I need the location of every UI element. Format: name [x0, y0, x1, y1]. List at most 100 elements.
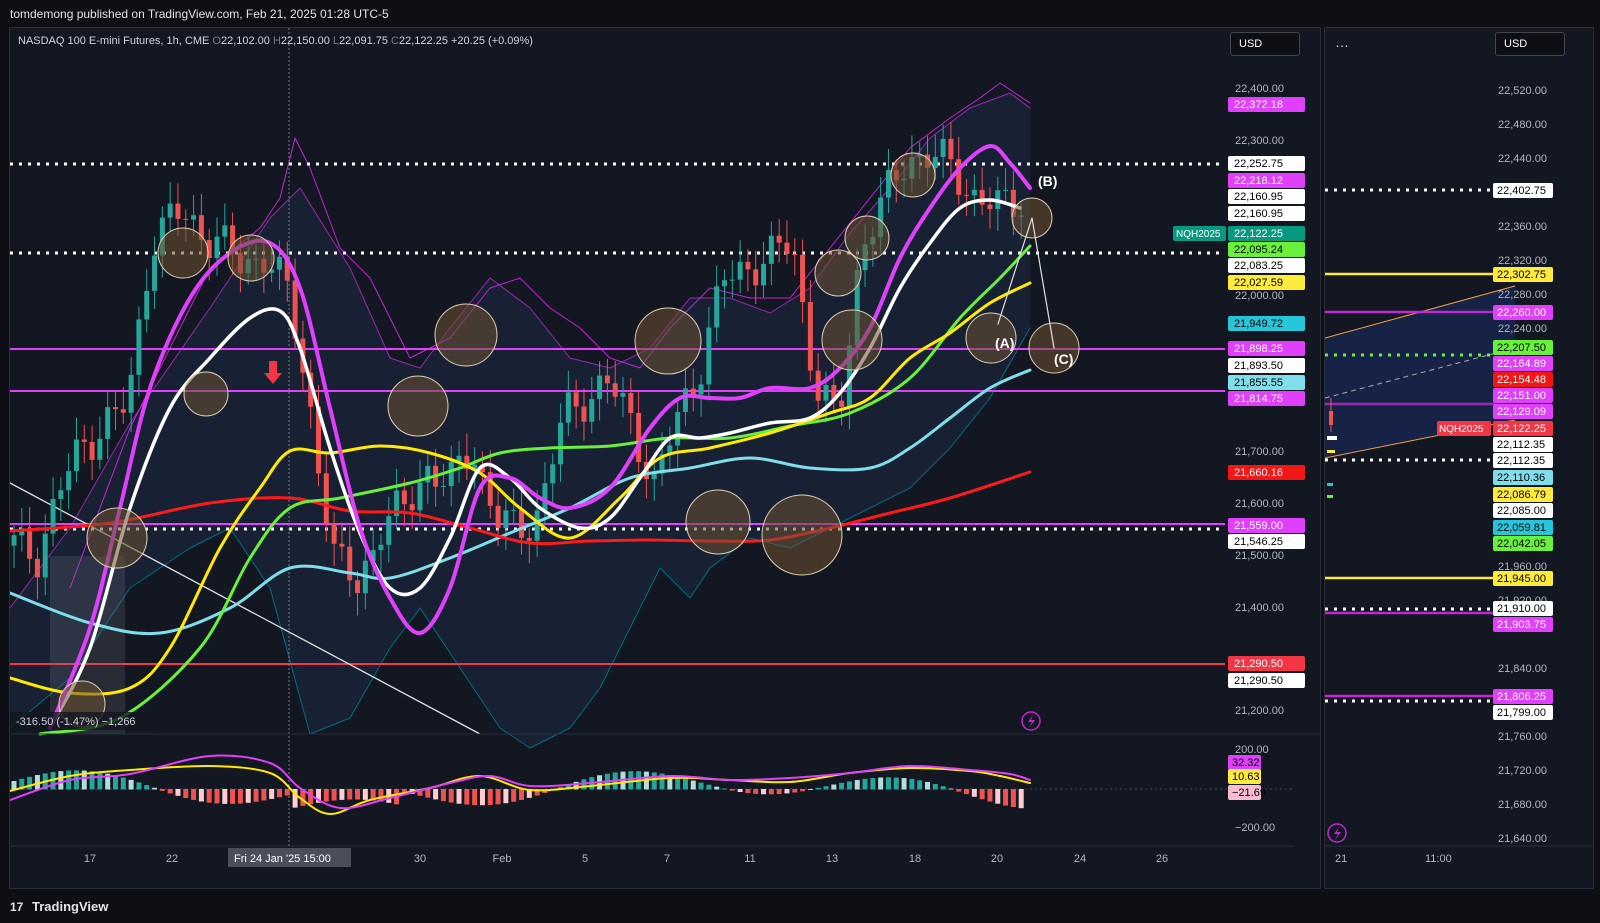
side-price-label: 21,945.00	[1497, 573, 1546, 585]
price-label-bg	[1228, 258, 1305, 273]
candle-body	[128, 374, 134, 413]
highlight-circle	[183, 371, 229, 417]
histogram-bar	[27, 776, 33, 790]
side-ma-stub	[1327, 483, 1333, 486]
candle-body	[331, 523, 337, 544]
histogram-bar	[909, 779, 915, 790]
histogram-bar	[878, 777, 884, 790]
candle-body	[339, 543, 345, 547]
side-currency-button[interactable]: USD	[1495, 32, 1565, 56]
side-price-label-bg	[1493, 356, 1553, 371]
histogram-bar	[433, 789, 439, 800]
histogram-bar	[1003, 789, 1009, 806]
side-price-label-bg	[1493, 305, 1553, 320]
histogram-bar	[323, 789, 329, 802]
side-ticker-tag: NQH2025	[1439, 424, 1484, 435]
price-label: 22,122.25	[1234, 228, 1283, 240]
price-label: 21,660.16	[1234, 467, 1283, 479]
side-price-label-bg	[1493, 571, 1553, 586]
side-price-label: 22,085.00	[1497, 505, 1546, 517]
candle-body	[589, 399, 595, 422]
histogram-bar	[807, 789, 813, 790]
candle-body	[729, 279, 735, 281]
histogram-bar	[675, 776, 681, 790]
side-price-label: 22,129.09	[1497, 406, 1546, 418]
side-chart-svg[interactable]: 22,520.00 22,480.00 22,440.00 22,360.00 22,3…	[1325, 28, 1593, 888]
wave-label: (A)	[995, 335, 1014, 351]
side-price-label: 22,112.35	[1497, 455, 1545, 467]
side-price-label: 21,910.00	[1497, 603, 1546, 615]
x-tick-label: 22	[166, 853, 178, 865]
candle-body	[472, 464, 478, 470]
publish-info: tomdemong published on TradingView.com, …	[10, 7, 389, 21]
histogram-bar	[347, 789, 353, 800]
signal-magenta-line	[10, 754, 1031, 810]
candle-body	[768, 235, 774, 264]
histogram-bar	[995, 789, 1001, 804]
histogram-bar	[667, 774, 673, 790]
histogram-bar	[1010, 789, 1016, 808]
price-label-bg	[1228, 275, 1305, 290]
ma-red-line	[10, 470, 1032, 546]
candle-body	[542, 483, 548, 511]
histogram-bar	[745, 789, 751, 794]
candle-body	[519, 509, 524, 538]
histogram-bar	[706, 784, 712, 790]
candle-body	[34, 558, 40, 578]
side-ma-stub	[1327, 436, 1337, 440]
ma-magenta-line	[48, 144, 1032, 730]
highlight-circle	[634, 307, 702, 375]
side-chart-panel[interactable]: 22,520.00 22,480.00 22,440.00 22,360.00 22,3…	[1324, 27, 1594, 889]
candle-body	[370, 550, 376, 561]
price-label-bg	[1228, 375, 1305, 390]
histogram-bar	[737, 789, 743, 793]
candle-body	[276, 256, 282, 270]
candle-body	[573, 392, 579, 407]
side-price-label: 22,402.75	[1497, 185, 1546, 197]
y-tick-label: 22,000.00	[1235, 290, 1284, 302]
side-lightning-icon	[1334, 827, 1341, 840]
more-menu-icon[interactable]: …	[1335, 34, 1350, 50]
candle-body	[409, 504, 415, 511]
histogram-bar	[565, 784, 571, 790]
measure-label-bg	[10, 712, 158, 730]
price-label-bg	[1228, 242, 1305, 257]
x-tick-label: Feb	[493, 853, 512, 865]
side-price-label: 22,086.79	[1497, 489, 1546, 501]
candle-body	[979, 189, 985, 205]
candle-body	[846, 345, 852, 408]
ticker-tag-bg	[1173, 226, 1226, 241]
histogram-bar	[659, 773, 665, 790]
histogram-bar	[11, 781, 17, 790]
histogram-bar	[89, 771, 95, 790]
main-chart-svg[interactable]: 22,400.00 22,300.00 22,000.00 21,700.00 21,6…	[10, 28, 1320, 888]
price-label: 21,546.25	[1234, 536, 1283, 548]
histogram-bar	[370, 789, 376, 801]
main-chart-panel[interactable]: 22,400.00 22,300.00 22,000.00 21,700.00 21,6…	[9, 27, 1321, 889]
histogram-bar	[245, 789, 251, 803]
histogram-bar	[276, 789, 282, 798]
price-label-bg	[1228, 226, 1305, 241]
side-price-label-bg	[1493, 404, 1553, 419]
histogram-bar	[425, 789, 431, 798]
histogram-bar	[105, 773, 111, 790]
histogram-bar	[690, 780, 696, 790]
side-price-label: 22,164.89	[1497, 358, 1546, 370]
histogram-bar	[479, 789, 485, 806]
crosshair-label-bg	[228, 848, 351, 867]
candle-body	[839, 400, 845, 408]
side-y-tick: 22,480.00	[1498, 119, 1547, 131]
histogram-bar	[854, 780, 860, 790]
candle-body	[230, 225, 236, 253]
currency-button[interactable]: USD	[1230, 32, 1300, 56]
histogram-bar	[159, 789, 165, 791]
histogram-bar	[113, 775, 118, 790]
candle-body	[558, 422, 564, 465]
histogram-bar	[300, 789, 306, 806]
histogram-bar	[956, 789, 962, 792]
side-y-tick: 22,320.00	[1498, 255, 1547, 267]
candle-body	[152, 255, 158, 291]
y-tick-label: 22,400.00	[1235, 83, 1284, 95]
histogram-bar	[753, 789, 759, 794]
histogram-bar	[987, 789, 993, 802]
